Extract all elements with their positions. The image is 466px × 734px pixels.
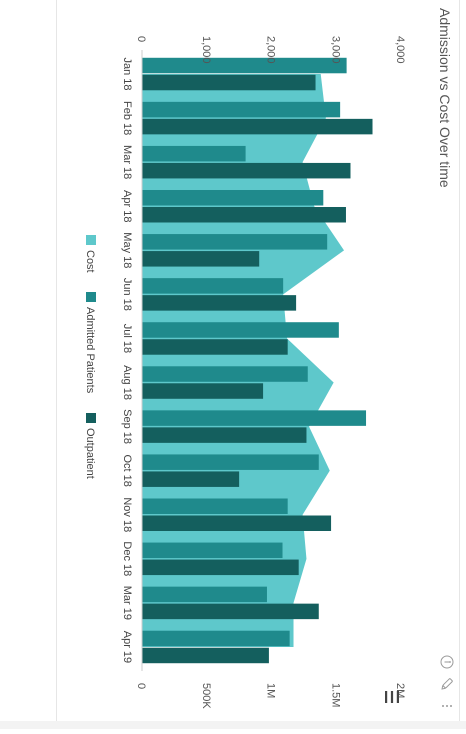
admitted-patients-bar[interactable] <box>142 57 347 74</box>
secondary-axis-tick-label: 2M <box>394 683 406 698</box>
info-icon[interactable] <box>440 655 454 669</box>
outpatient-bar[interactable] <box>142 515 332 532</box>
category-label: May 18 <box>121 232 133 268</box>
card-right-edge <box>459 0 460 729</box>
admitted-patients-bar[interactable] <box>142 366 308 382</box>
category-label: Mar 18 <box>121 145 133 179</box>
admitted-patients-bar[interactable] <box>142 630 290 647</box>
category-label: Jul 18 <box>121 324 133 353</box>
admitted-patients-bar[interactable] <box>142 498 288 515</box>
secondary-axis-tick-label: 500K <box>200 683 212 709</box>
admitted-patients-bar[interactable] <box>142 586 267 603</box>
hamburger-menu-icon[interactable] <box>385 691 399 703</box>
admitted-patients-bar[interactable] <box>142 322 339 338</box>
secondary-axis-tick-label: 1.5M <box>329 683 341 707</box>
category-label: Mar 19 <box>121 586 133 620</box>
admitted-patients-bar[interactable] <box>142 145 246 162</box>
card-bottom-strip <box>0 721 466 729</box>
outpatient-bar[interactable] <box>142 427 307 443</box>
admitted-patients-bar[interactable] <box>142 454 319 470</box>
admitted-patients-bar[interactable] <box>142 542 283 559</box>
category-label: Nov 18 <box>121 497 133 532</box>
legend-swatch[interactable] <box>86 292 96 302</box>
legend: Cost Admitted Patients Outpatient <box>84 235 96 479</box>
outpatient-bar[interactable] <box>142 339 288 355</box>
pencil-icon[interactable] <box>441 678 453 690</box>
plot-area <box>142 57 373 664</box>
legend-swatch[interactable] <box>86 235 96 245</box>
outpatient-bar[interactable] <box>142 162 351 179</box>
category-label: Dec 18 <box>121 541 133 576</box>
primary-axis-tick-label: 4,000 <box>394 36 406 64</box>
outpatient-bar[interactable] <box>142 383 264 399</box>
more-vertical-icon[interactable] <box>442 705 452 707</box>
legend-swatch[interactable] <box>86 413 96 423</box>
admitted-patients-bar[interactable] <box>142 101 341 118</box>
axes: 0 1,000 2,000 3,000 4,000 0 500K 1M 1.5M 2M Jan 18… <box>121 36 406 709</box>
category-label: Oct 18 <box>121 454 133 486</box>
category-label: Feb 18 <box>121 101 133 135</box>
primary-axis-tick-label: 2,000 <box>265 36 277 64</box>
admitted-patients-bar[interactable] <box>142 410 367 426</box>
primary-axis-tick-label: 0 <box>135 36 147 42</box>
category-label: Jun 18 <box>121 278 133 311</box>
secondary-axis-tick-label: 1M <box>265 683 277 698</box>
chart-title: Admission vs Cost Over time <box>437 8 453 188</box>
category-label: Aug 18 <box>121 365 133 400</box>
category-label: Apr 18 <box>121 190 133 222</box>
outpatient-bar[interactable] <box>142 603 319 620</box>
outpatient-bar[interactable] <box>142 471 240 487</box>
secondary-axis-tick-label: 0 <box>135 683 147 689</box>
outpatient-bar[interactable] <box>142 207 346 223</box>
outpatient-bar[interactable] <box>142 559 299 576</box>
admitted-patients-bar[interactable] <box>142 190 324 206</box>
category-label: Apr 19 <box>121 631 133 663</box>
legend-label[interactable]: Outpatient <box>84 428 96 479</box>
admitted-patients-bar[interactable] <box>142 278 284 294</box>
legend-label[interactable]: Admitted Patients <box>84 307 96 394</box>
outpatient-bar[interactable] <box>142 118 373 135</box>
admitted-patients-bar[interactable] <box>142 234 328 250</box>
category-label: Jan 18 <box>121 58 133 91</box>
primary-axis-tick-label: 3,000 <box>329 36 341 64</box>
card-left-edge <box>56 0 57 729</box>
outpatient-bar[interactable] <box>142 295 297 311</box>
category-label: Sep 18 <box>121 409 133 444</box>
primary-axis-tick-label: 1,000 <box>200 36 212 64</box>
outpatient-bar[interactable] <box>142 251 260 267</box>
chart-toolbar <box>385 655 454 707</box>
legend-label[interactable]: Cost <box>84 250 96 273</box>
outpatient-bar[interactable] <box>142 74 316 91</box>
outpatient-bar[interactable] <box>142 647 269 664</box>
